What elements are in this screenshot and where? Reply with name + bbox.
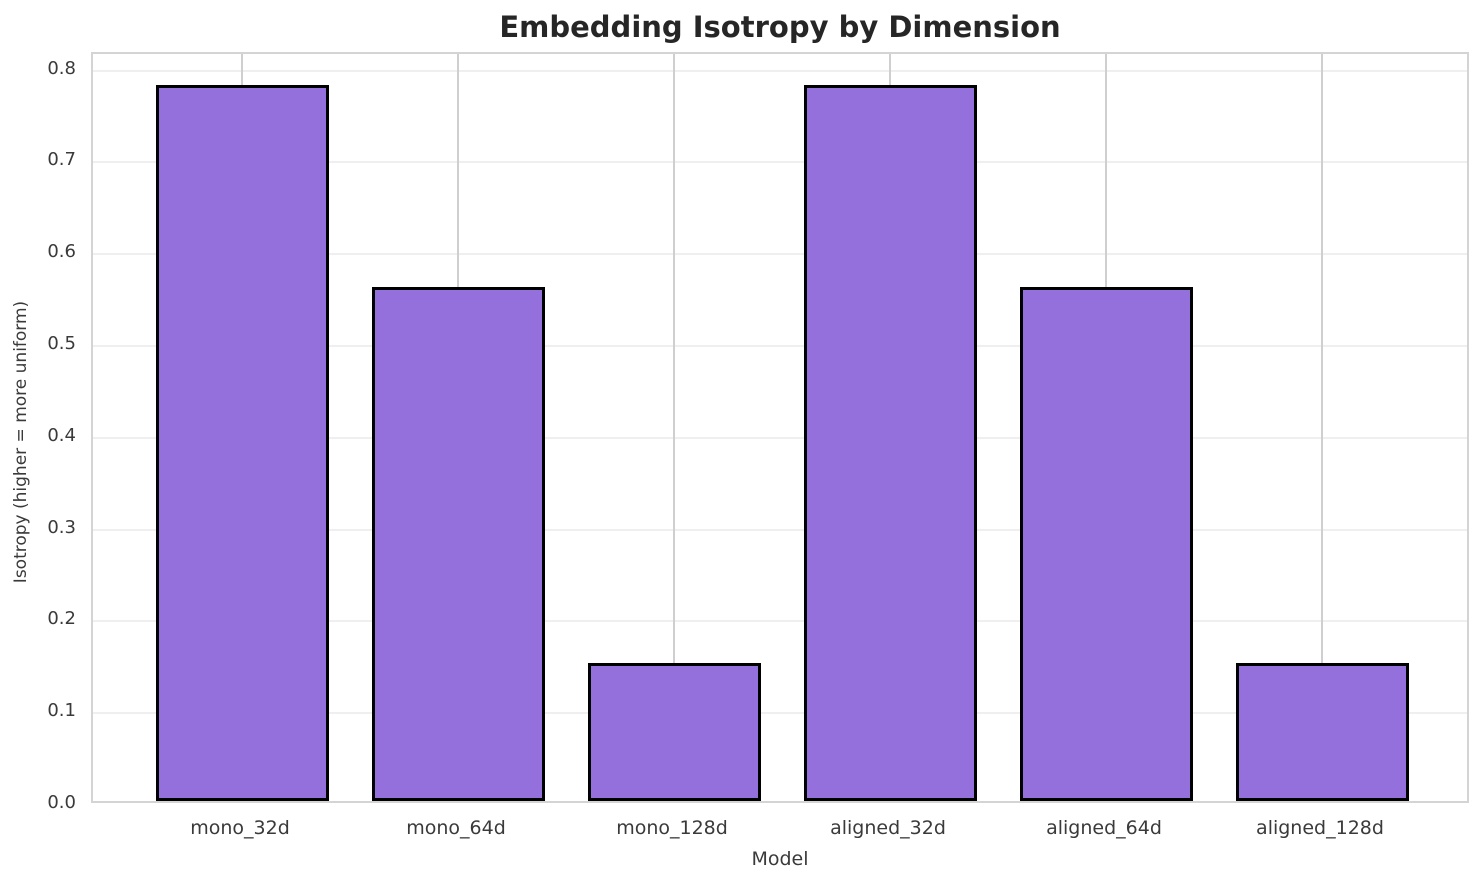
x-tick-label: aligned_64d xyxy=(1046,817,1162,839)
y-tick-label: 0.5 xyxy=(47,333,76,354)
x-tick-label: mono_64d xyxy=(406,817,506,839)
y-gridline xyxy=(93,345,1467,347)
y-tick-label: 0.1 xyxy=(47,700,76,721)
bar-aligned_64d xyxy=(1020,287,1193,801)
y-gridline xyxy=(93,437,1467,439)
x-tick-label: mono_128d xyxy=(616,817,728,839)
y-gridline xyxy=(93,712,1467,714)
x-gridline xyxy=(1321,54,1323,801)
bar-mono_128d xyxy=(588,663,761,801)
bar-mono_64d xyxy=(372,287,545,801)
bar-aligned_128d xyxy=(1236,663,1409,801)
x-tick-label: aligned_128d xyxy=(1256,817,1384,839)
y-tick-label: 0.6 xyxy=(47,241,76,262)
y-gridline xyxy=(93,161,1467,163)
y-tick-label: 0.7 xyxy=(47,149,76,170)
x-tick-label: aligned_32d xyxy=(830,817,946,839)
y-tick-label: 0.8 xyxy=(47,58,76,79)
y-gridline xyxy=(93,70,1467,72)
y-gridline xyxy=(93,620,1467,622)
bar-aligned_32d xyxy=(804,85,977,801)
y-gridline xyxy=(93,253,1467,255)
y-tick-label: 0.2 xyxy=(47,608,76,629)
bar-mono_32d xyxy=(156,85,329,801)
y-tick-label: 0.3 xyxy=(47,517,76,538)
x-tick-label: mono_32d xyxy=(190,817,290,839)
chart-title: Embedding Isotropy by Dimension xyxy=(499,10,1061,44)
y-tick-label: 0.0 xyxy=(47,792,76,813)
plot-area xyxy=(91,52,1469,803)
x-gridline xyxy=(673,54,675,801)
y-tick-label: 0.4 xyxy=(47,425,76,446)
y-gridline xyxy=(93,529,1467,531)
x-axis-label: Model xyxy=(751,848,809,870)
